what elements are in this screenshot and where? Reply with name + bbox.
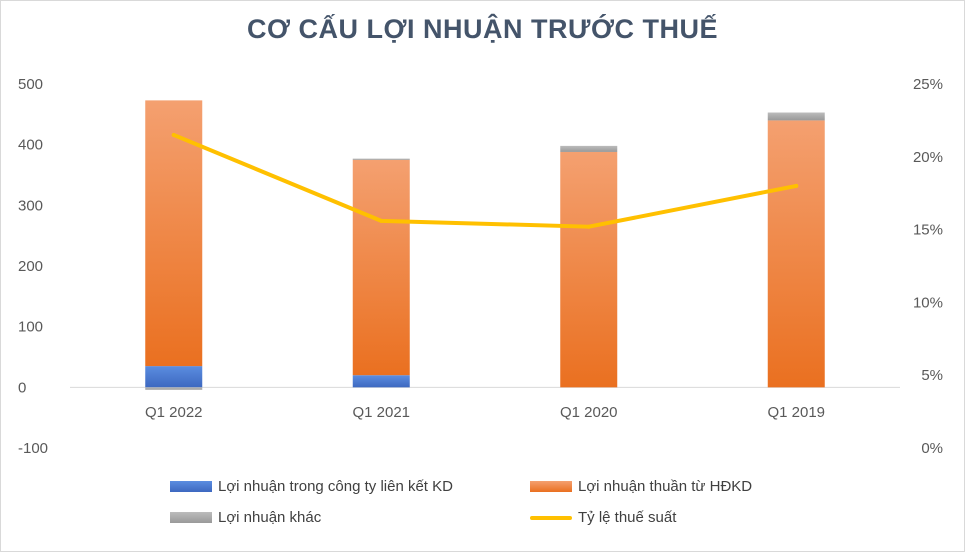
- line-tax-rate-point: [171, 132, 176, 137]
- legend-line-tax-rate: [530, 515, 572, 520]
- chart-title: CƠ CẤU LỢI NHUẬN TRƯỚC THUẾ: [247, 14, 718, 44]
- line-tax-rate-point: [586, 224, 591, 229]
- legend-swatch-associates: [170, 481, 212, 492]
- y-left-tick-label: -100: [18, 440, 48, 457]
- x-tick-label: Q1 2021: [352, 404, 410, 421]
- bar-operating: [352, 159, 410, 376]
- legend-swatch-operating: [530, 481, 572, 492]
- y-right-tick-label: 15%: [913, 222, 943, 239]
- legend-item-associates: Lợi nhuận trong công ty liên kết KD: [170, 478, 530, 495]
- bar-associates: [352, 375, 410, 388]
- y-left-tick-label: 200: [18, 258, 43, 275]
- y-left-tick-label: 0: [18, 379, 26, 396]
- legend: Lợi nhuận trong công ty liên kết KD Lợi …: [170, 478, 810, 526]
- line-tax-rate-point: [794, 183, 799, 188]
- x-tick-label: Q1 2020: [560, 404, 618, 421]
- line-tax-rate-point: [379, 218, 384, 223]
- legend-swatch-other: [170, 512, 212, 523]
- legend-item-operating: Lợi nhuận thuần từ HĐKD: [530, 478, 810, 495]
- bar-other: [560, 145, 618, 152]
- bar-associates: [145, 366, 203, 388]
- bar-operating: [767, 120, 825, 388]
- y-right-tick-label: 20%: [913, 149, 943, 166]
- y-right-tick-label: 5%: [921, 367, 943, 384]
- legend-item-tax-rate: Tỷ lệ thuế suất: [530, 509, 810, 526]
- legend-label-other: Lợi nhuận khác: [218, 509, 322, 526]
- y-left-tick-label: 300: [18, 197, 43, 214]
- y-left-tick-label: 400: [18, 137, 43, 154]
- legend-item-other: Lợi nhuận khác: [170, 509, 530, 526]
- bar-other: [767, 112, 825, 121]
- legend-label-tax-rate: Tỷ lệ thuế suất: [578, 509, 677, 526]
- legend-label-associates: Lợi nhuận trong công ty liên kết KD: [218, 478, 453, 495]
- bar-operating: [560, 151, 618, 388]
- x-tick-label: Q1 2019: [767, 404, 825, 421]
- bar-operating: [145, 100, 203, 367]
- y-left-tick-label: 100: [18, 319, 43, 336]
- y-right-tick-label: 25%: [913, 76, 943, 93]
- bar-other: [145, 387, 203, 390]
- legend-label-operating: Lợi nhuận thuần từ HĐKD: [578, 478, 753, 495]
- bar-other: [352, 158, 410, 160]
- line-tax-rate: [171, 132, 799, 229]
- y-right-tick-label: 10%: [913, 294, 943, 311]
- y-right-tick-label: 0%: [921, 440, 943, 457]
- x-tick-label: Q1 2022: [145, 404, 203, 421]
- y-left-tick-label: 500: [18, 76, 43, 93]
